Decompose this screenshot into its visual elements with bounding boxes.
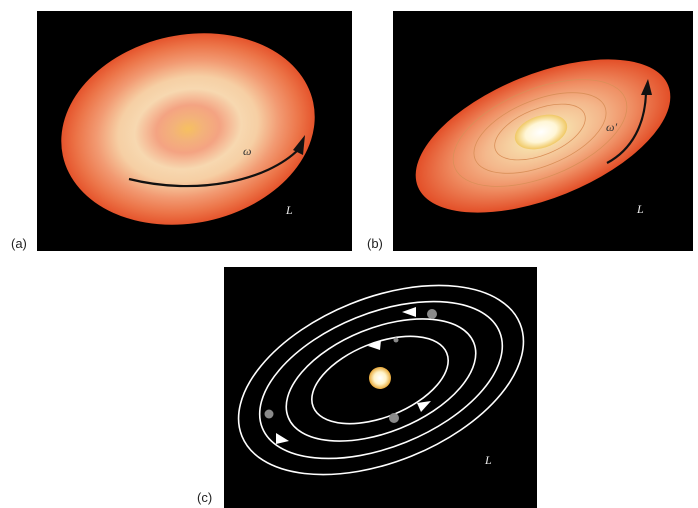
orbit-4 [237,284,525,476]
angular-momentum-label-c: L [484,453,492,467]
panel-c: L [224,267,537,508]
panel-a: ω L [37,11,352,251]
panel-c-figure: L [237,284,525,476]
angular-momentum-label-a: L [285,203,293,217]
caption-a: (a) [11,236,27,251]
disk-ring-b-3 [494,103,586,161]
panel-b-figure: ω′ L [415,59,671,216]
omega-prime-label-b: ω′ [606,120,617,134]
caption-b: (b) [367,236,383,251]
disk-ring-b-1 [452,79,628,187]
orbit-arrow-3 [417,401,431,412]
arrowhead-a [293,135,305,155]
disk-core-b [514,114,568,150]
disk-ring-b-2 [473,92,607,174]
orbit-arrow-1 [402,307,416,317]
rotation-arrow-b [606,92,648,164]
caption-c: (c) [197,490,213,505]
planet-4 [264,409,274,419]
orbit-2 [285,318,477,442]
orbit-3 [258,300,504,460]
rotation-arrow-a [128,148,300,188]
planet-3 [389,413,399,423]
orbit-arrow-4 [276,433,289,444]
arrowhead-b [641,79,652,95]
panel-a-figure: ω L [61,33,315,225]
panel-b: ω′ L [393,11,693,251]
central-star [369,367,391,389]
angular-momentum-label-b: L [636,202,644,216]
omega-label-a: ω [243,144,251,158]
planet-2 [393,337,399,343]
planet-1 [427,309,437,319]
orbit-arrow-2 [368,340,381,350]
